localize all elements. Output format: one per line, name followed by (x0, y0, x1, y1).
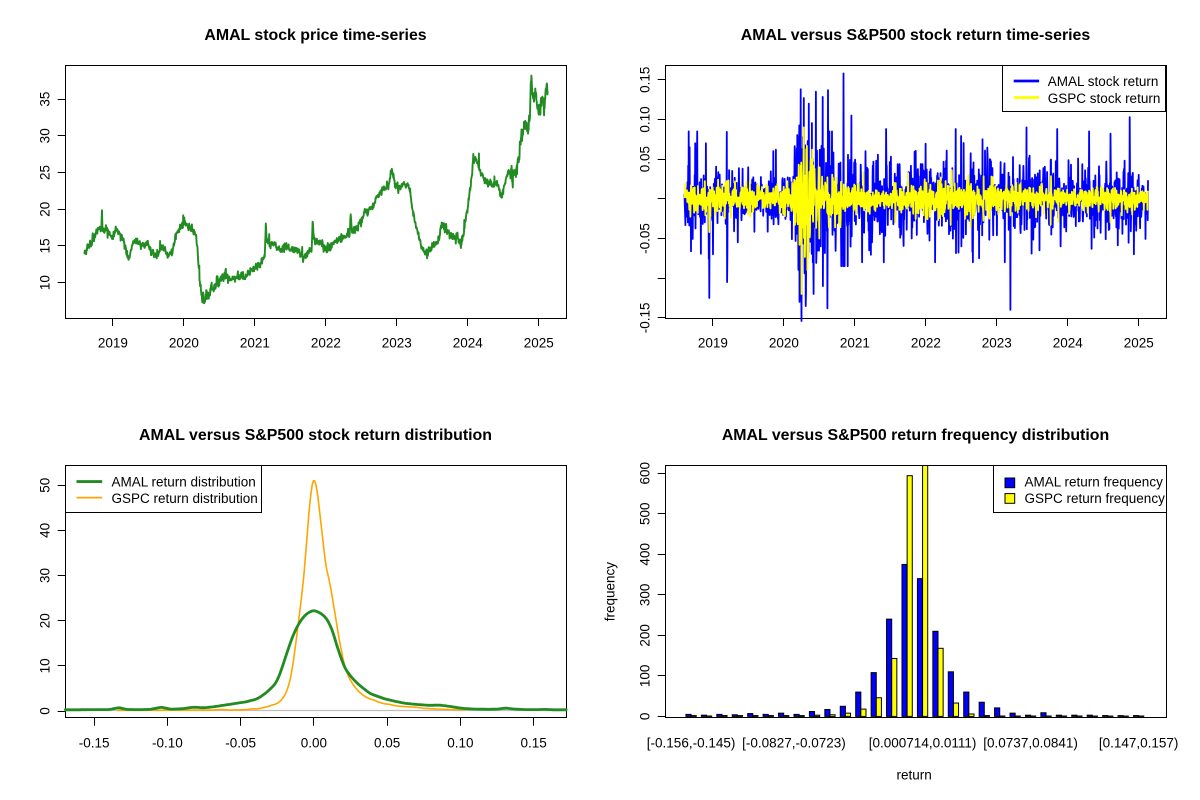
svg-text:30: 30 (38, 568, 53, 583)
svg-text:AMAL versus S&P500 stock retur: AMAL versus S&P500 stock return distribu… (139, 427, 492, 444)
svg-text:2024: 2024 (453, 335, 484, 350)
svg-text:35: 35 (38, 92, 53, 107)
svg-text:10: 10 (38, 658, 53, 673)
svg-text:2023: 2023 (382, 335, 412, 350)
svg-text:2019: 2019 (698, 335, 728, 350)
svg-text:-0.15: -0.15 (638, 302, 653, 333)
svg-text:100: 100 (638, 665, 653, 688)
svg-text:20: 20 (38, 613, 53, 628)
svg-text:2025: 2025 (524, 335, 554, 350)
svg-text:GSPC return distribution: GSPC return distribution (112, 491, 258, 506)
svg-text:2020: 2020 (169, 335, 199, 350)
svg-text:[-0.0827,-0.0723): [-0.0827,-0.0723) (742, 736, 846, 751)
svg-text:0.15: 0.15 (520, 735, 546, 750)
svg-text:50: 50 (38, 478, 53, 493)
svg-text:25: 25 (38, 165, 53, 180)
svg-text:2022: 2022 (311, 335, 341, 350)
svg-text:[0.147,0.157): [0.147,0.157) (1099, 736, 1179, 751)
svg-text:2020: 2020 (769, 335, 799, 350)
svg-text:-0.05: -0.05 (638, 223, 653, 254)
svg-text:AMAL stock return: AMAL stock return (1048, 74, 1159, 89)
svg-text:300: 300 (638, 584, 653, 607)
svg-text:AMAL versus S&P500 return freq: AMAL versus S&P500 return frequency dist… (722, 427, 1109, 444)
svg-text:30: 30 (38, 128, 53, 143)
svg-text:GSPC return frequency: GSPC return frequency (1025, 491, 1166, 506)
svg-text:AMAL return frequency: AMAL return frequency (1025, 475, 1164, 490)
svg-text:15: 15 (38, 238, 53, 253)
svg-text:20: 20 (38, 202, 53, 217)
svg-text:0.10: 0.10 (638, 106, 653, 132)
svg-text:0: 0 (38, 707, 53, 715)
svg-text:[0.000714,0.0111): [0.000714,0.0111) (869, 736, 977, 751)
svg-text:AMAL return distribution: AMAL return distribution (112, 474, 256, 489)
svg-text:-0.15: -0.15 (79, 735, 110, 750)
svg-text:500: 500 (638, 503, 653, 526)
svg-text:0.15: 0.15 (638, 67, 653, 93)
svg-text:40: 40 (38, 523, 53, 538)
svg-text:10: 10 (38, 275, 53, 290)
svg-text:AMAL versus S&P500 stock retur: AMAL versus S&P500 stock return time-ser… (741, 27, 1091, 44)
svg-text:2021: 2021 (840, 335, 870, 350)
svg-text:200: 200 (638, 624, 653, 647)
svg-text:-0.10: -0.10 (152, 735, 183, 750)
svg-text:2022: 2022 (911, 335, 941, 350)
svg-text:0.05: 0.05 (638, 146, 653, 172)
svg-text:2021: 2021 (240, 335, 270, 350)
svg-text:2023: 2023 (982, 335, 1012, 350)
svg-text:600: 600 (638, 462, 653, 485)
svg-text:-0.05: -0.05 (225, 735, 256, 750)
svg-text:return: return (897, 768, 932, 783)
svg-text:2025: 2025 (1124, 335, 1154, 350)
svg-text:0.00: 0.00 (301, 735, 327, 750)
svg-text:2024: 2024 (1053, 335, 1084, 350)
svg-text:[0.0737,0.0841): [0.0737,0.0841) (983, 736, 1078, 751)
svg-text:[-0.156,-0.145): [-0.156,-0.145) (647, 736, 736, 751)
svg-text:0: 0 (638, 713, 653, 721)
svg-text:frequency: frequency (603, 562, 618, 622)
svg-text:400: 400 (638, 543, 653, 566)
svg-text:2019: 2019 (98, 335, 128, 350)
svg-text:0.10: 0.10 (447, 735, 473, 750)
svg-text:GSPC stock return: GSPC stock return (1048, 91, 1161, 106)
svg-text:AMAL stock price time-series: AMAL stock price time-series (204, 27, 426, 44)
svg-text:0.05: 0.05 (374, 735, 400, 750)
